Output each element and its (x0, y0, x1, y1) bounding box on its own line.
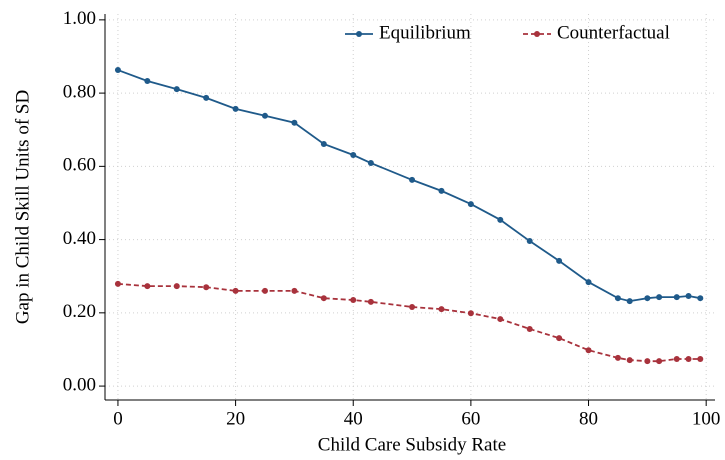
data-point (367, 160, 374, 167)
data-point (585, 347, 592, 354)
y-tick-label: 0.00 (63, 374, 96, 395)
y-axis-label: Gap in Child Skill Units of SD (12, 90, 33, 324)
x-tick-label: 0 (113, 408, 123, 429)
x-tick-label: 100 (692, 408, 721, 429)
data-point (232, 105, 239, 112)
data-point (291, 119, 298, 126)
data-point (409, 303, 416, 310)
data-point (114, 280, 121, 287)
x-tick-label: 40 (344, 408, 363, 429)
data-point (585, 279, 592, 286)
data-point (526, 238, 533, 245)
data-point (556, 335, 563, 342)
data-point (291, 287, 298, 294)
data-point (350, 151, 357, 158)
data-point (203, 284, 210, 291)
data-point (685, 292, 692, 299)
data-point (367, 298, 374, 305)
data-point (497, 216, 504, 223)
data-point (656, 294, 663, 301)
data-point (497, 316, 504, 323)
data-point (644, 295, 651, 302)
data-point (144, 283, 151, 290)
data-point (526, 325, 533, 332)
data-point (114, 67, 121, 74)
legend-label: Counterfactual (557, 22, 670, 43)
x-tick-label: 60 (461, 408, 480, 429)
data-point (685, 355, 692, 362)
y-tick-label: 0.80 (63, 81, 96, 102)
data-point (673, 294, 680, 301)
data-point (320, 295, 327, 302)
legend-marker (356, 31, 362, 37)
data-point (350, 297, 357, 304)
data-point (262, 112, 268, 119)
data-point (438, 187, 445, 194)
data-point (626, 357, 633, 364)
data-point (614, 295, 621, 302)
data-point (232, 287, 239, 294)
data-point (144, 78, 151, 85)
data-point (173, 86, 180, 93)
data-point (320, 141, 327, 148)
y-tick-label: 0.60 (63, 155, 96, 176)
data-point (556, 257, 563, 264)
x-tick-label: 80 (579, 408, 598, 429)
data-point (656, 358, 663, 365)
data-point (173, 283, 180, 290)
data-point (467, 201, 474, 208)
data-point (614, 354, 621, 361)
data-point (409, 176, 416, 183)
y-tick-label: 0.40 (63, 228, 96, 249)
y-tick-label: 0.20 (63, 301, 96, 322)
data-point (673, 355, 680, 362)
data-point (262, 287, 268, 294)
legend-marker (534, 31, 540, 37)
data-point (644, 358, 651, 365)
x-axis-label: Child Care Subsidy Rate (318, 434, 506, 455)
data-point (697, 355, 704, 362)
data-point (626, 298, 633, 305)
data-point (467, 310, 474, 317)
x-tick-label: 20 (226, 408, 245, 429)
data-point (203, 94, 210, 101)
data-point (697, 295, 704, 302)
y-tick-label: 1.00 (63, 8, 96, 29)
legend-label: Equilibrium (379, 22, 471, 43)
data-point (438, 306, 445, 313)
